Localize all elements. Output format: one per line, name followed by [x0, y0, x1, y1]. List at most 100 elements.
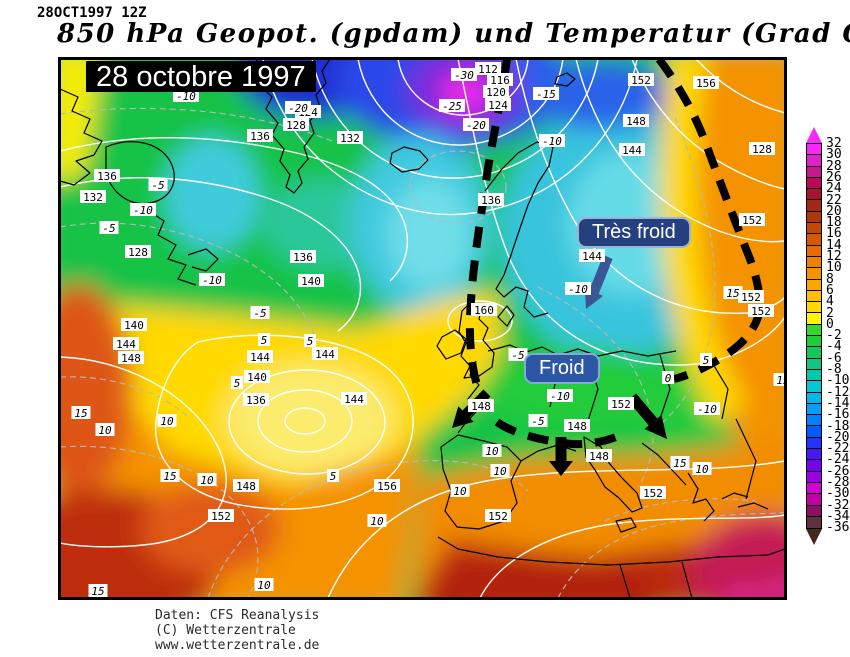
- svg-text:148: 148: [626, 115, 646, 128]
- svg-text:15: 15: [91, 585, 104, 598]
- svg-text:148: 148: [236, 480, 256, 493]
- attribution-line: (C) Wetterzentrale: [155, 623, 296, 638]
- svg-text:-5: -5: [151, 179, 164, 192]
- svg-text:136: 136: [293, 251, 313, 264]
- svg-text:10: 10: [257, 579, 271, 592]
- svg-text:-20: -20: [288, 102, 308, 115]
- svg-text:128: 128: [752, 143, 772, 156]
- svg-text:15: 15: [776, 374, 785, 387]
- map-canvas: 1121161201241241281361321361321281361401…: [60, 59, 785, 598]
- svg-text:152: 152: [211, 510, 231, 523]
- svg-text:144: 144: [315, 348, 335, 361]
- svg-text:-5: -5: [531, 415, 544, 428]
- svg-text:-25: -25: [442, 100, 462, 113]
- svg-text:10: 10: [200, 474, 214, 487]
- svg-text:160: 160: [474, 304, 494, 317]
- svg-text:-5: -5: [253, 307, 266, 320]
- svg-text:128: 128: [128, 246, 148, 259]
- svg-text:10: 10: [160, 415, 174, 428]
- weather-map: 1121161201241241281361321361321281361401…: [58, 57, 787, 600]
- annotation-froid: Froid: [524, 353, 600, 384]
- svg-text:120: 120: [486, 86, 506, 99]
- svg-text:-10: -10: [697, 403, 717, 416]
- attribution-line: www.wetterzentrale.de: [155, 638, 320, 653]
- svg-text:140: 140: [301, 275, 321, 288]
- svg-text:-5: -5: [102, 222, 115, 235]
- annotation-tres-froid: Très froid: [577, 217, 691, 248]
- svg-text:5: 5: [307, 335, 314, 348]
- svg-text:132: 132: [83, 191, 103, 204]
- svg-text:5: 5: [261, 334, 268, 347]
- date-overlay: 28 octobre 1997: [86, 61, 316, 93]
- svg-text:152: 152: [742, 214, 762, 227]
- svg-text:152: 152: [631, 74, 651, 87]
- svg-text:-10: -10: [202, 274, 222, 287]
- svg-text:152: 152: [741, 291, 761, 304]
- svg-text:-10: -10: [550, 390, 570, 403]
- svg-text:144: 144: [250, 351, 270, 364]
- svg-text:156: 156: [696, 77, 716, 90]
- colorbar-arrow-up-icon: [806, 127, 822, 143]
- svg-text:-20: -20: [466, 119, 486, 132]
- svg-text:136: 136: [97, 170, 117, 183]
- svg-text:148: 148: [471, 400, 491, 413]
- svg-text:152: 152: [611, 398, 631, 411]
- svg-text:140: 140: [247, 371, 267, 384]
- frontal-dashed-line: [465, 59, 764, 449]
- svg-text:15: 15: [74, 407, 87, 420]
- svg-text:15: 15: [673, 457, 686, 470]
- temperature-field: [60, 59, 785, 598]
- colorbar-arrow-down-icon: [806, 529, 822, 546]
- svg-text:10: 10: [370, 515, 384, 528]
- svg-text:136: 136: [481, 194, 501, 207]
- svg-text:136: 136: [250, 130, 270, 143]
- coastlines: [60, 59, 785, 598]
- svg-text:144: 144: [582, 250, 602, 263]
- svg-text:148: 148: [567, 420, 587, 433]
- page-title: 850 hPa Geopot. (gpdam) und Temperatur (…: [57, 19, 850, 49]
- svg-text:112: 112: [478, 63, 498, 76]
- svg-text:116: 116: [490, 74, 510, 87]
- svg-text:10: 10: [98, 424, 112, 437]
- svg-text:148: 148: [121, 352, 141, 365]
- contour-labels: 1121161201241241281361321361321281361401…: [71, 62, 785, 598]
- svg-text:15: 15: [163, 470, 176, 483]
- svg-text:-10: -10: [176, 90, 196, 103]
- svg-text:144: 144: [116, 338, 136, 351]
- svg-text:140: 140: [124, 319, 144, 332]
- cold-advection-arrow: [584, 255, 613, 309]
- svg-text:144: 144: [344, 393, 364, 406]
- svg-text:0: 0: [665, 372, 672, 385]
- svg-text:5: 5: [234, 377, 241, 390]
- svg-text:148: 148: [589, 450, 609, 463]
- attribution-line: Daten: CFS Reanalysis: [155, 608, 320, 623]
- arrow-down-icon: [549, 437, 573, 476]
- svg-text:152: 152: [751, 305, 771, 318]
- svg-text:10: 10: [695, 463, 709, 476]
- svg-text:132: 132: [340, 132, 360, 145]
- svg-text:136: 136: [246, 394, 266, 407]
- svg-text:5: 5: [703, 354, 710, 367]
- svg-text:10: 10: [485, 445, 499, 458]
- svg-text:-15: -15: [536, 88, 556, 101]
- svg-text:128: 128: [286, 119, 306, 132]
- blue-arrow-icon: [584, 255, 613, 309]
- temperature-colorbar: 32 30 28 26 24 22 20 18 16 14 12 10 8 6 4 2 0 -2 -4 -6 -8 -10…: [806, 127, 850, 546]
- attribution: Daten: CFS Reanalysis (C) Wetterzentrale…: [155, 608, 319, 653]
- svg-text:152: 152: [488, 510, 508, 523]
- svg-text:10: 10: [493, 465, 507, 478]
- svg-text:144: 144: [622, 144, 642, 157]
- colorbar-scale: [806, 143, 822, 530]
- svg-text:156: 156: [377, 480, 397, 493]
- svg-text:15: 15: [726, 287, 739, 300]
- svg-text:-10: -10: [133, 204, 153, 217]
- svg-text:-10: -10: [568, 283, 588, 296]
- svg-text:-10: -10: [542, 135, 562, 148]
- svg-text:10: 10: [453, 485, 467, 498]
- arrow-down-right-icon: [627, 393, 667, 439]
- svg-text:-30: -30: [454, 69, 474, 82]
- svg-text:-5: -5: [511, 349, 524, 362]
- svg-text:124: 124: [488, 99, 508, 112]
- svg-text:152: 152: [643, 487, 663, 500]
